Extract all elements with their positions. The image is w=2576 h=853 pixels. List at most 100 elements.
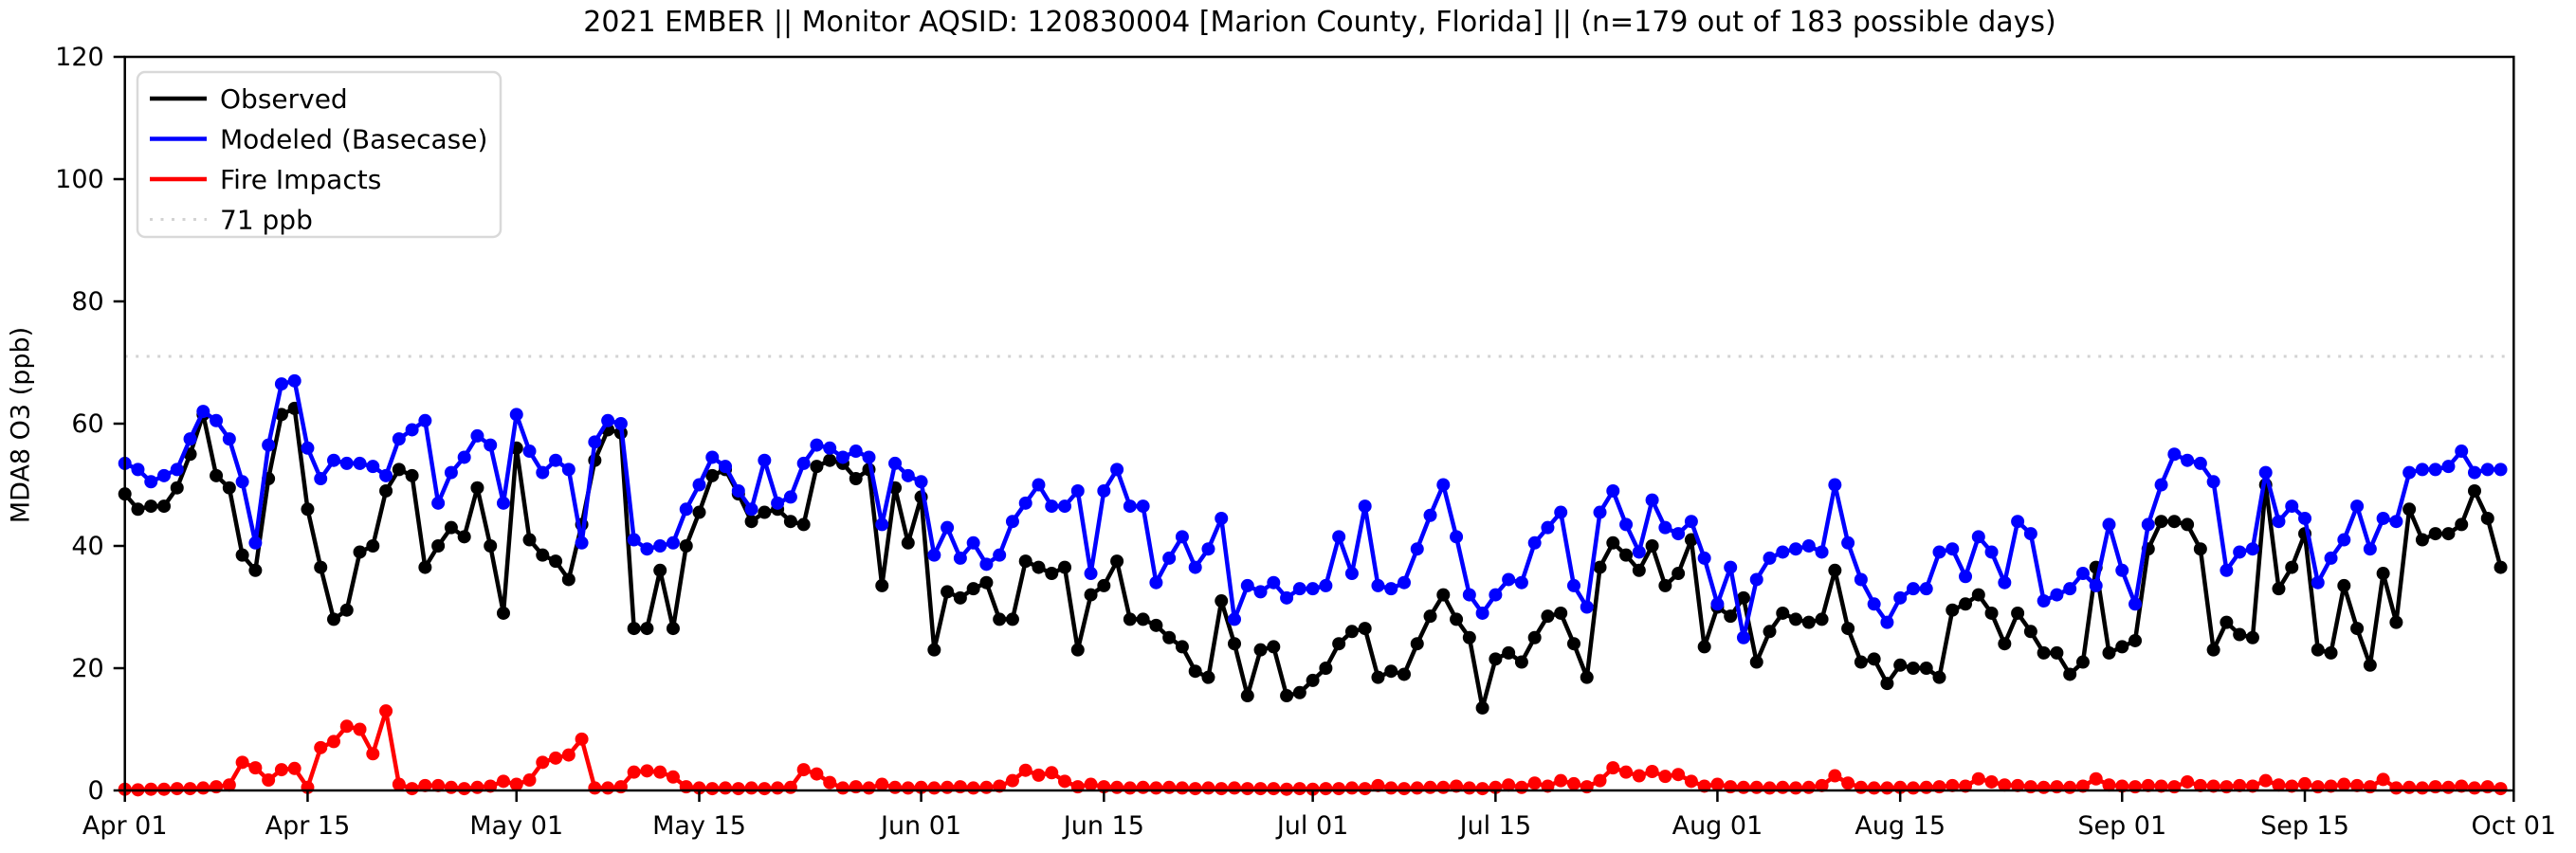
data-point <box>1971 771 1985 786</box>
data-point <box>2311 575 2325 590</box>
data-point <box>823 441 837 455</box>
data-point <box>1959 570 1973 584</box>
data-point <box>2089 771 2103 786</box>
data-point <box>2272 778 2286 792</box>
data-point <box>1801 780 1816 794</box>
data-point <box>2063 780 2077 794</box>
data-point <box>927 548 941 562</box>
data-point <box>2245 630 2259 644</box>
data-point <box>1344 781 1359 795</box>
data-point <box>2167 515 2182 529</box>
data-point <box>1502 778 1516 792</box>
data-point <box>561 748 575 762</box>
data-point <box>2245 542 2259 556</box>
data-point <box>1358 622 1372 636</box>
data-point <box>1645 539 1659 553</box>
data-point <box>1045 499 1059 514</box>
data-point <box>1084 588 1098 602</box>
data-point <box>1097 483 1111 498</box>
data-point <box>157 782 172 796</box>
data-point <box>1462 781 1476 795</box>
data-point <box>2037 780 2051 794</box>
data-point <box>1162 630 1177 644</box>
data-point <box>1984 545 1999 559</box>
data-point <box>2128 597 2143 611</box>
x-tick-label: Jul 15 <box>1458 811 1532 841</box>
data-point <box>222 432 236 446</box>
data-point <box>2285 499 2299 514</box>
data-point <box>1005 773 1019 788</box>
data-point <box>2037 645 2051 660</box>
data-point <box>941 520 955 535</box>
data-point <box>131 502 145 517</box>
data-point <box>1984 606 1999 620</box>
data-point <box>2233 627 2247 642</box>
data-point <box>1880 615 1894 629</box>
data-point <box>210 413 224 427</box>
data-point <box>783 490 797 504</box>
legend-item-label: Fire Impacts <box>220 164 381 195</box>
data-point <box>2494 463 2508 477</box>
data-point <box>1253 782 1268 796</box>
data-point <box>810 767 824 781</box>
x-tick-label: Jun 15 <box>1062 811 1144 841</box>
data-point <box>1436 588 1451 602</box>
data-point <box>1906 781 1920 795</box>
data-point <box>1502 645 1516 660</box>
chart-title: 2021 EMBER || Monitor AQSID: 120830004 [… <box>583 6 2056 39</box>
data-point <box>339 603 354 617</box>
data-point <box>941 780 955 794</box>
series-modeled-basecase-markers <box>118 373 2508 644</box>
data-point <box>2389 781 2403 795</box>
data-point <box>2154 515 2168 529</box>
data-point <box>1906 662 1920 675</box>
data-point <box>1344 567 1359 581</box>
data-point <box>2415 463 2429 477</box>
data-point <box>1306 673 1320 687</box>
data-point <box>1815 545 1829 559</box>
data-point <box>810 460 824 474</box>
data-point <box>1188 782 1202 796</box>
data-point <box>2272 582 2286 596</box>
data-point <box>1267 640 1281 654</box>
data-point <box>875 777 889 791</box>
data-point <box>2311 643 2325 657</box>
data-point <box>1606 761 1620 775</box>
data-point <box>966 535 980 550</box>
data-point <box>431 496 446 510</box>
data-point <box>1110 780 1124 794</box>
data-point <box>1541 520 1555 535</box>
data-point <box>1123 781 1137 795</box>
data-point <box>1058 499 1072 514</box>
data-point <box>1854 572 1868 587</box>
data-point <box>692 505 706 519</box>
data-point <box>262 773 276 788</box>
data-point <box>1776 780 1790 794</box>
data-point <box>170 463 184 477</box>
series-fire-impacts-line <box>124 708 2501 792</box>
x-tick-label: Sep 01 <box>2077 811 2166 841</box>
data-point <box>2415 781 2429 795</box>
data-point <box>1319 578 1333 592</box>
data-point <box>1018 554 1032 569</box>
data-point <box>1489 652 1503 666</box>
data-point <box>1854 780 1868 794</box>
data-point <box>2193 542 2207 556</box>
data-point <box>1489 588 1503 602</box>
data-point <box>2272 515 2286 529</box>
data-point <box>392 432 406 446</box>
data-point <box>1253 585 1268 599</box>
data-point <box>196 781 210 795</box>
data-point <box>170 782 184 796</box>
data-point <box>1436 780 1451 794</box>
data-point <box>157 468 172 482</box>
data-point <box>2480 463 2494 477</box>
data-point <box>1580 670 1594 684</box>
data-point <box>2023 625 2037 639</box>
data-point <box>1619 548 1634 562</box>
data-point <box>1801 615 1816 629</box>
data-point <box>536 465 550 480</box>
data-point <box>2467 483 2481 498</box>
data-point <box>353 456 367 470</box>
